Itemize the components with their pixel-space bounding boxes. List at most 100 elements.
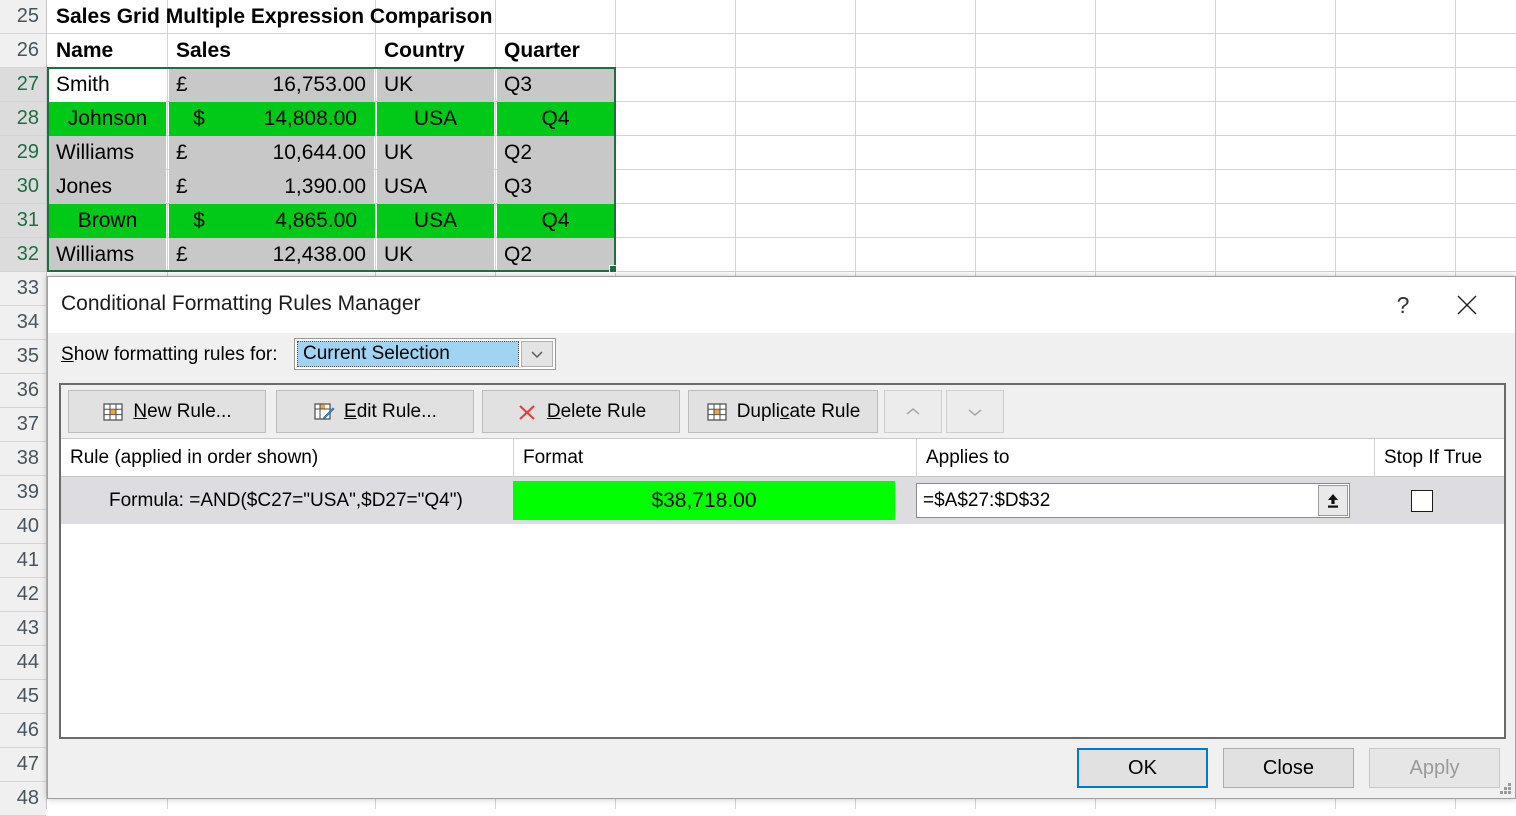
row-header-43[interactable]: 43 (0, 612, 46, 646)
close-icon[interactable] (1439, 277, 1495, 333)
cell-C27[interactable]: UK (377, 68, 494, 102)
cell-D27[interactable]: Q3 (497, 68, 614, 102)
cell-B30-amount[interactable]: 1,390.00 (284, 175, 366, 198)
row-header-39[interactable]: 39 (0, 476, 46, 510)
table-row[interactable]: Formula: =AND($C27="USA",$D27="Q4") $38,… (61, 477, 1504, 524)
applies-to-input[interactable]: =$A$27:$D$32 (916, 483, 1350, 518)
resize-grip-icon[interactable] (1499, 782, 1511, 794)
cell-A26[interactable]: Name (56, 39, 114, 62)
cell-B27-amount[interactable]: 16,753.00 (272, 73, 366, 96)
move-rule-down-button[interactable] (946, 390, 1004, 433)
show-formatting-rules-for-value[interactable]: Current Selection (297, 341, 519, 367)
row-header-35[interactable]: 35 (0, 340, 46, 374)
dialog-button-bar: OK Close Apply (48, 737, 1515, 798)
rules-list-header-row: Rule (applied in order shown) Format App… (61, 439, 1504, 477)
dialog-title-bar: Conditional Formatting Rules Manager ? (48, 277, 1515, 333)
cell-A28[interactable]: Johnson (49, 102, 166, 136)
cell-B32-currency[interactable]: £ (169, 238, 374, 272)
ok-button[interactable]: OK (1077, 748, 1208, 788)
cell-B30-currency[interactable]: £ (169, 170, 374, 204)
row-header-45[interactable]: 45 (0, 680, 46, 714)
selection-fill-handle[interactable] (609, 265, 617, 273)
cell-B29-amount[interactable]: 10,644.00 (272, 141, 366, 164)
row-header-29[interactable]: 29 (0, 136, 46, 170)
edit-rule-label: Edit Rule... (344, 400, 437, 422)
applies-to-value[interactable]: =$A$27:$D$32 (923, 489, 1051, 511)
row-header-33[interactable]: 33 (0, 272, 46, 306)
row-header-46[interactable]: 46 (0, 714, 46, 748)
show-formatting-rules-for-select[interactable]: Current Selection (294, 338, 556, 370)
help-icon[interactable]: ? (1396, 291, 1410, 318)
duplicate-rule-icon (707, 402, 727, 421)
format-preview-swatch[interactable]: $38,718.00 (513, 481, 895, 520)
close-button[interactable]: Close (1223, 748, 1354, 788)
row-header-25[interactable]: 25 (0, 0, 46, 34)
cell-C28[interactable]: USA (377, 102, 494, 136)
cell-C30[interactable]: USA (377, 170, 494, 204)
stop-if-true-cell[interactable] (1374, 477, 1470, 524)
rules-list-panel: New Rule... Edit Rule... Delete Rule (59, 383, 1506, 739)
row-header-42[interactable]: 42 (0, 578, 46, 612)
row-header-31[interactable]: 31 (0, 204, 46, 238)
edit-rule-icon (314, 402, 335, 420)
row-header-37[interactable]: 37 (0, 408, 46, 442)
cell-A25[interactable]: Sales Grid Multiple Expression Compariso… (56, 5, 493, 28)
row-header-44[interactable]: 44 (0, 646, 46, 680)
range-picker-icon[interactable] (1318, 485, 1348, 516)
gridline-horizontal (47, 271, 1516, 272)
cell-B27-currency[interactable]: £ (169, 68, 374, 102)
row-header-36[interactable]: 36 (0, 374, 46, 408)
cell-B31-currency[interactable]: $ (169, 204, 229, 238)
cell-C32[interactable]: UK (377, 238, 494, 272)
cell-A29[interactable]: Williams (49, 136, 166, 170)
move-rule-up-button[interactable] (884, 390, 942, 433)
duplicate-rule-button[interactable]: Duplicate Rule (688, 390, 878, 433)
gridline-horizontal (47, 67, 1516, 68)
row-header-38[interactable]: 38 (0, 442, 46, 476)
cell-B28-amount-top[interactable]: 14,808.00 (263, 107, 357, 130)
row-header-47[interactable]: 47 (0, 748, 46, 782)
row-header-27[interactable]: 27 (0, 68, 46, 102)
cell-D26[interactable]: Quarter (504, 39, 580, 62)
cell-A27[interactable]: Smith (49, 68, 166, 102)
row-header-28[interactable]: 28 (0, 102, 46, 136)
duplicate-rule-label: Duplicate Rule (736, 400, 861, 422)
row-header-40[interactable]: 40 (0, 510, 46, 544)
delete-rule-icon (519, 404, 535, 420)
cell-D29[interactable]: Q2 (497, 136, 614, 170)
new-rule-button[interactable]: New Rule... (68, 390, 266, 433)
row-header-48[interactable]: 48 (0, 782, 46, 816)
cell-D31[interactable]: Q4 (497, 204, 614, 238)
rules-toolbar: New Rule... Edit Rule... Delete Rule (61, 385, 1504, 439)
row-header-26[interactable]: 26 (0, 34, 46, 68)
row-header-34[interactable]: 34 (0, 306, 46, 340)
cell-C29[interactable]: UK (377, 136, 494, 170)
cell-D30[interactable]: Q3 (497, 170, 614, 204)
cell-B29-currency[interactable]: £ (169, 136, 374, 170)
cell-A30[interactable]: Jones (49, 170, 166, 204)
cell-D32[interactable]: Q2 (497, 238, 614, 272)
delete-rule-button[interactable]: Delete Rule (482, 390, 680, 433)
conditional-formatting-rules-manager-dialog[interactable]: Conditional Formatting Rules Manager ? S… (47, 276, 1516, 799)
cell-B31-amount[interactable]: 4,865.00 (275, 209, 357, 232)
edit-rule-button[interactable]: Edit Rule... (276, 390, 474, 433)
cell-B28-currency[interactable]: $ (169, 102, 229, 136)
cell-B32-amount[interactable]: 12,438.00 (272, 243, 366, 266)
row-header-41[interactable]: 41 (0, 544, 46, 578)
column-header-applies-to: Applies to (916, 439, 1374, 477)
gridline-horizontal (47, 237, 1516, 238)
cell-A32[interactable]: Williams (49, 238, 166, 272)
cell-C31[interactable]: USA (377, 204, 494, 238)
cell-B28-fill (229, 102, 375, 136)
cell-A31[interactable]: Brown (49, 204, 166, 238)
row-header-32[interactable]: 32 (0, 238, 46, 272)
chevron-down-icon[interactable] (521, 341, 553, 367)
cell-D28[interactable]: Q4 (497, 102, 614, 136)
cell-C26[interactable]: Country (384, 39, 465, 62)
rule-formula-text[interactable]: Formula: =AND($C27="USA",$D27="Q4") (109, 489, 463, 511)
show-formatting-rules-row: Show formatting rules for: Current Selec… (48, 333, 1515, 379)
cell-B26[interactable]: Sales (176, 39, 231, 62)
stop-if-true-checkbox[interactable] (1411, 489, 1433, 512)
row-header-30[interactable]: 30 (0, 170, 46, 204)
show-formatting-rules-accel: S (61, 344, 74, 365)
